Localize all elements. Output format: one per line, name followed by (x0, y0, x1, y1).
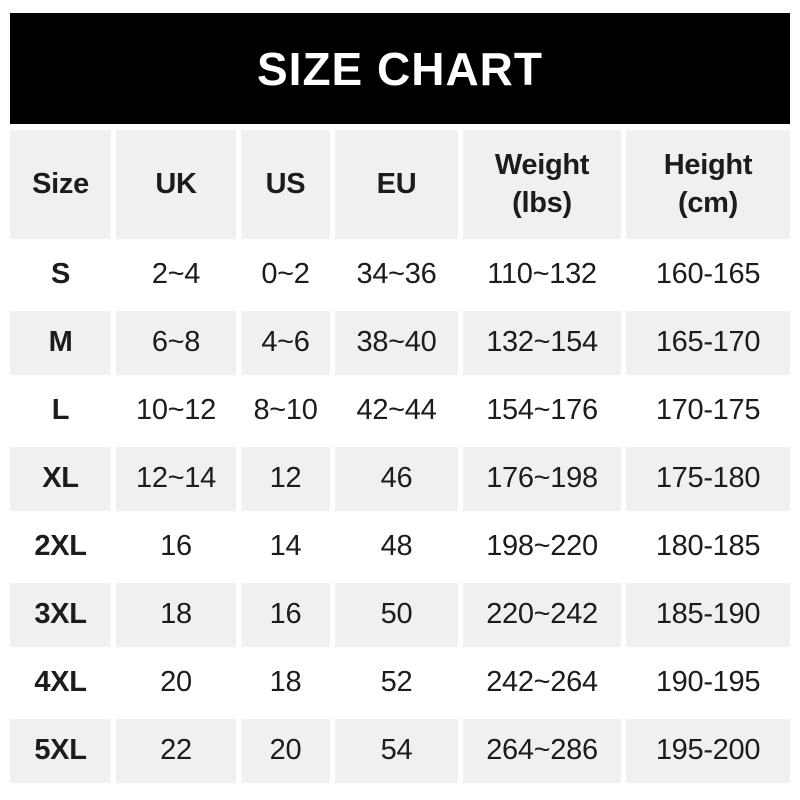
us-cell: 18 (241, 651, 330, 715)
header-cell-height: Height (cm) (626, 130, 790, 239)
header-cell-uk: UK (116, 130, 236, 239)
header-label: Height (663, 149, 753, 182)
header-label: UK (155, 167, 197, 200)
uk-cell: 12~14 (116, 447, 236, 511)
header-cell-us: US (241, 130, 330, 239)
height-cell: 180-185 (626, 515, 790, 579)
size-cell: M (10, 311, 111, 375)
height-cell: 185-190 (626, 583, 790, 647)
weight-cell: 132~154 (463, 311, 621, 375)
weight-cell: 154~176 (463, 379, 621, 443)
size-cell: 5XL (10, 719, 111, 783)
us-cell: 16 (241, 583, 330, 647)
eu-cell: 34~36 (335, 243, 458, 307)
header-label: US (265, 167, 306, 200)
page-title: SIZE CHART (257, 42, 543, 95)
height-cell: 175-180 (626, 447, 790, 511)
eu-cell: 54 (335, 719, 458, 783)
size-cell: 2XL (10, 515, 111, 579)
header-sublabel: (lbs) (512, 186, 572, 219)
eu-cell: 42~44 (335, 379, 458, 443)
height-cell: 190-195 (626, 651, 790, 715)
size-cell: S (10, 243, 111, 307)
size-cell: L (10, 379, 111, 443)
weight-cell: 220~242 (463, 583, 621, 647)
us-cell: 4~6 (241, 311, 330, 375)
size-cell: XL (10, 447, 111, 511)
height-cell: 160-165 (626, 243, 790, 307)
height-cell: 165-170 (626, 311, 790, 375)
size-cell: 3XL (10, 583, 111, 647)
header-sublabel: (cm) (677, 186, 739, 219)
header-cell-weight: Weight (lbs) (463, 130, 621, 239)
us-cell: 8~10 (241, 379, 330, 443)
uk-cell: 22 (116, 719, 236, 783)
uk-cell: 10~12 (116, 379, 236, 443)
eu-cell: 50 (335, 583, 458, 647)
header-label: Weight (494, 149, 590, 182)
eu-cell: 46 (335, 447, 458, 511)
size-table: Size UK US EU Weight (lbs) Height (cm) S… (10, 130, 790, 783)
us-cell: 0~2 (241, 243, 330, 307)
height-cell: 170-175 (626, 379, 790, 443)
title-banner: SIZE CHART (10, 13, 790, 124)
header-label: EU (376, 167, 417, 200)
us-cell: 14 (241, 515, 330, 579)
header-label: Size (32, 167, 89, 200)
uk-cell: 18 (116, 583, 236, 647)
eu-cell: 48 (335, 515, 458, 579)
weight-cell: 110~132 (463, 243, 621, 307)
header-cell-eu: EU (335, 130, 458, 239)
weight-cell: 198~220 (463, 515, 621, 579)
weight-cell: 242~264 (463, 651, 621, 715)
weight-cell: 176~198 (463, 447, 621, 511)
uk-cell: 2~4 (116, 243, 236, 307)
us-cell: 20 (241, 719, 330, 783)
height-cell: 195-200 (626, 719, 790, 783)
header-cell-size: Size (10, 130, 111, 239)
uk-cell: 16 (116, 515, 236, 579)
eu-cell: 38~40 (335, 311, 458, 375)
us-cell: 12 (241, 447, 330, 511)
uk-cell: 20 (116, 651, 236, 715)
weight-cell: 264~286 (463, 719, 621, 783)
uk-cell: 6~8 (116, 311, 236, 375)
eu-cell: 52 (335, 651, 458, 715)
size-cell: 4XL (10, 651, 111, 715)
